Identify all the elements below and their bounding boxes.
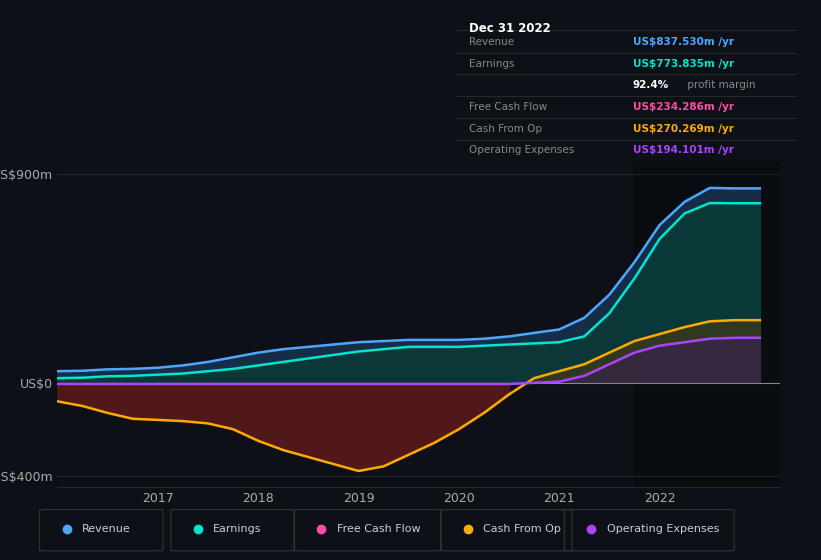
Text: 92.4%: 92.4%	[633, 80, 669, 90]
Text: Dec 31 2022: Dec 31 2022	[470, 22, 551, 35]
Text: Free Cash Flow: Free Cash Flow	[337, 524, 420, 534]
Text: profit margin: profit margin	[684, 80, 755, 90]
Text: US$837.530m /yr: US$837.530m /yr	[633, 36, 734, 46]
Text: US$270.269m /yr: US$270.269m /yr	[633, 124, 734, 134]
Text: US$234.286m /yr: US$234.286m /yr	[633, 102, 734, 112]
Text: US$773.835m /yr: US$773.835m /yr	[633, 59, 734, 69]
Text: Earnings: Earnings	[213, 524, 262, 534]
Bar	[635, 162, 780, 487]
Text: Revenue: Revenue	[82, 524, 131, 534]
Text: US$194.101m /yr: US$194.101m /yr	[633, 145, 734, 155]
Text: Operating Expenses: Operating Expenses	[607, 524, 719, 534]
Text: Revenue: Revenue	[470, 36, 515, 46]
Text: Cash From Op: Cash From Op	[470, 124, 543, 134]
Text: Operating Expenses: Operating Expenses	[470, 145, 575, 155]
Text: Free Cash Flow: Free Cash Flow	[470, 102, 548, 112]
Text: Earnings: Earnings	[470, 59, 515, 69]
Text: Cash From Op: Cash From Op	[484, 524, 562, 534]
